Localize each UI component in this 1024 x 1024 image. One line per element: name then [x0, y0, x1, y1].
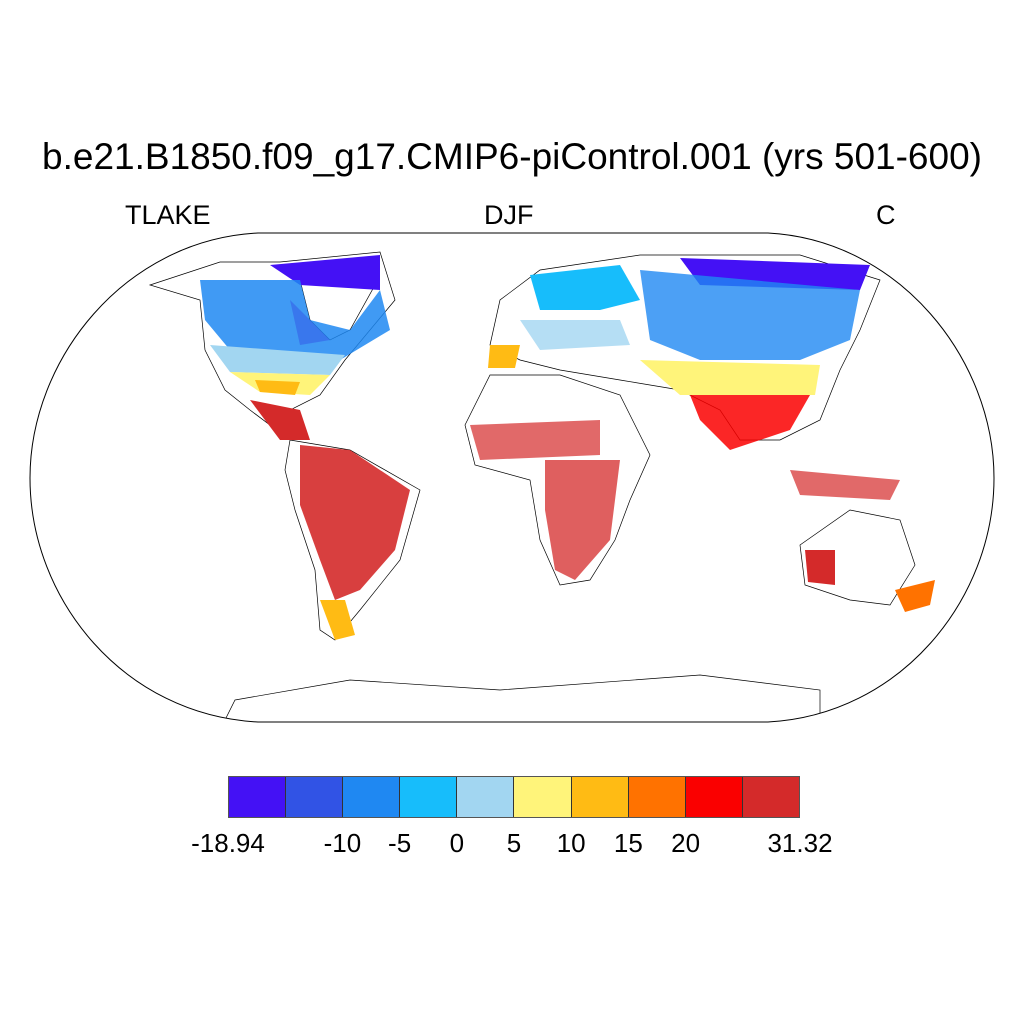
africa-north-cells: [470, 420, 600, 460]
colorbar-box: [343, 777, 401, 817]
asia-south-cells: [640, 360, 820, 395]
new-zealand-cells: [895, 580, 935, 612]
colorbar-label: 10: [556, 828, 586, 858]
plot-title: b.e21.B1850.f09_g17.CMIP6-piControl.001 …: [42, 136, 982, 177]
tlake-data: [200, 255, 935, 640]
africa-outline: [464, 374, 651, 586]
asia-cells: [640, 270, 860, 360]
colorbar-box: [685, 777, 743, 817]
africa-south-cells: [545, 460, 620, 580]
colorbar: [228, 776, 800, 818]
colorbar-label: -18.94: [191, 828, 265, 858]
colorbar-box: [628, 777, 686, 817]
central-america-cells: [250, 400, 310, 440]
colorbar-label: 15: [613, 828, 643, 858]
eurasia-outline: [489, 254, 881, 441]
colorbar-box: [571, 777, 629, 817]
variable-label: TLAKE: [125, 200, 211, 230]
usa-north-cells: [210, 345, 345, 375]
colorbar-box: [742, 777, 799, 817]
north-america-outline: [148, 251, 396, 426]
patagonia-cells: [320, 600, 355, 640]
units-label: C: [876, 200, 896, 230]
colorbar-label: -5: [388, 828, 412, 858]
season-label: DJF: [484, 200, 534, 230]
india-cells: [690, 395, 810, 450]
colorbar-box: [229, 777, 287, 817]
map-border: [29, 232, 995, 723]
australia-cells: [805, 550, 835, 585]
colorbar-label: 31.32: [767, 828, 833, 858]
antarctica-outline: [219, 674, 821, 722]
colorbar-label: 20: [671, 828, 701, 858]
greenland-cells: [290, 300, 330, 345]
mediterranean-cells: [520, 320, 630, 350]
colorbar-label: -10: [323, 828, 362, 858]
colorbar-box: [514, 777, 572, 817]
south-america-cells: [300, 445, 410, 600]
usa-gulf-cells: [255, 380, 300, 395]
colorbar-label: 0: [449, 828, 465, 858]
maritime-asia-cells: [790, 470, 900, 500]
australia-outline: [799, 509, 916, 606]
colorbar-box: [400, 777, 458, 817]
colorbar-label: 5: [506, 828, 522, 858]
europe-cells: [530, 265, 640, 310]
colorbar-box: [286, 777, 344, 817]
colorbar-box: [457, 777, 515, 817]
iberia-cells: [488, 345, 520, 368]
